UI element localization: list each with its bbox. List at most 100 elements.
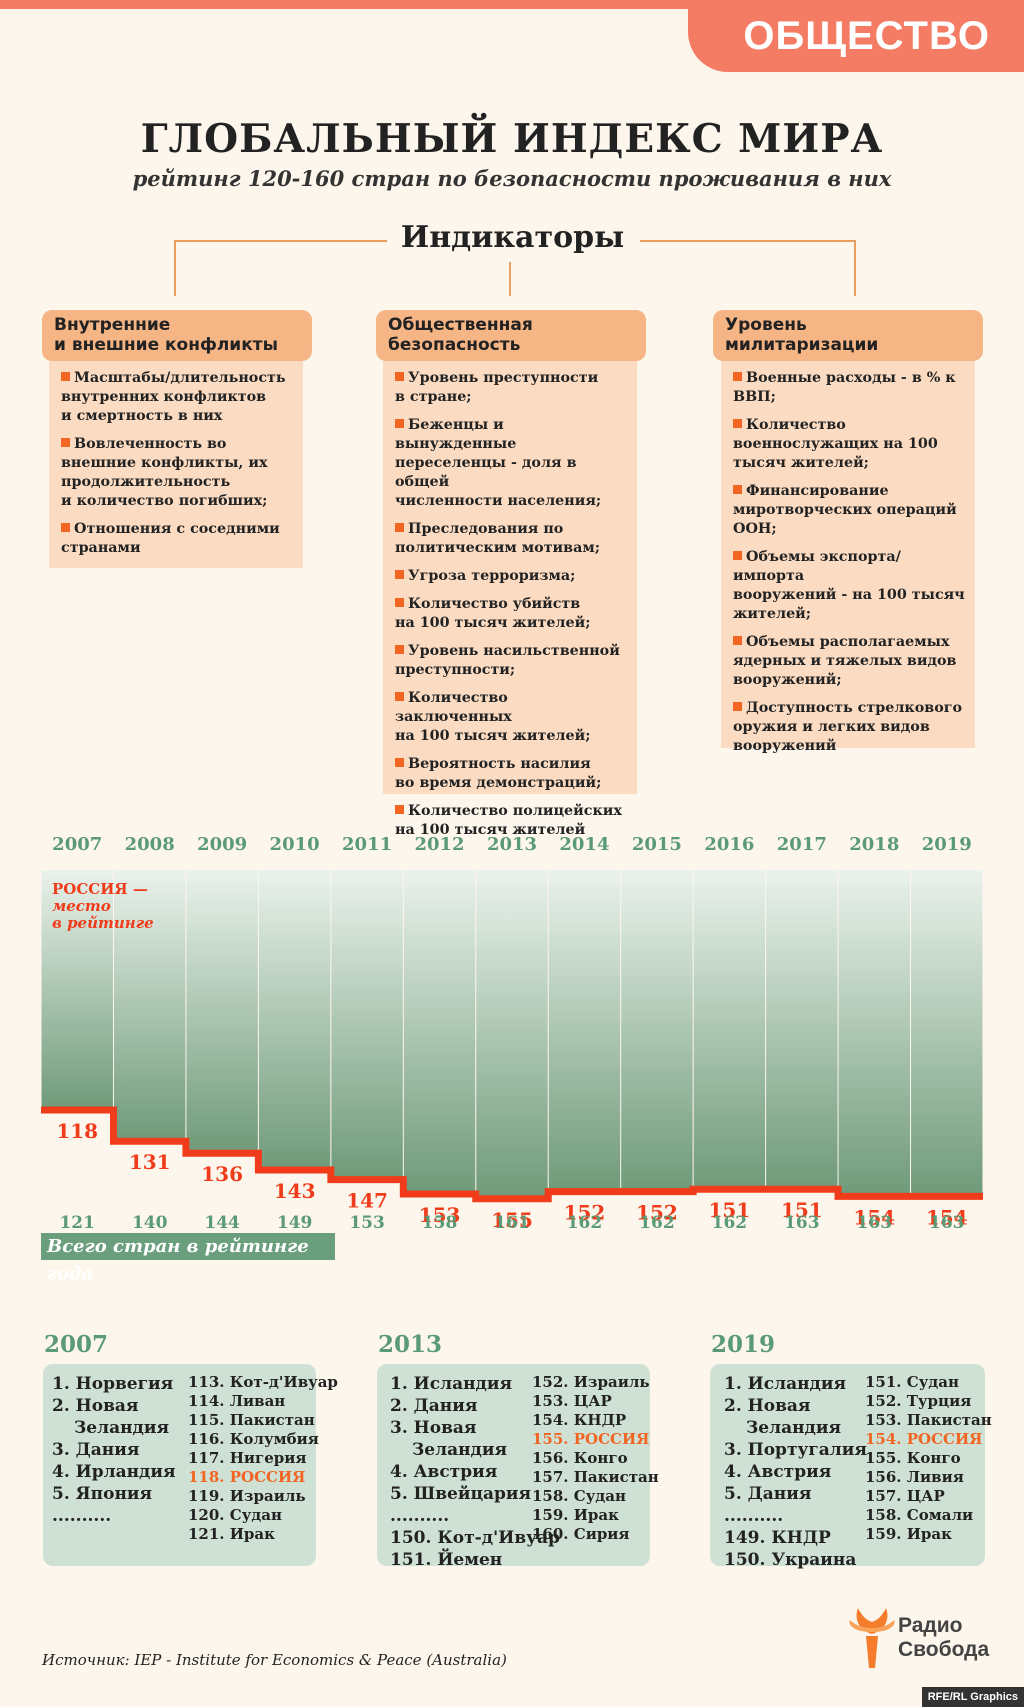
section-tab[interactable]: ОБЩЕСТВО [688, 0, 1024, 72]
bullet-square-icon [733, 702, 742, 711]
year-label: 2011 [342, 834, 392, 855]
ranking-entry: 3. Новая [390, 1418, 477, 1438]
year-column [838, 870, 911, 1197]
bullet-square-icon [733, 372, 742, 381]
bullet-square-icon [395, 692, 404, 701]
year-label: 2008 [125, 834, 175, 855]
year-label: 2012 [414, 834, 464, 855]
year-label: 2010 [270, 834, 320, 855]
total-countries-value: 162 [712, 1213, 748, 1233]
ranking-entry: Зеландия [74, 1418, 170, 1438]
category-conflicts-body: Масштабы/длительность внутренних конфликт… [49, 361, 303, 568]
ranking-entry: 119. Израиль [188, 1487, 306, 1505]
indicator-item: Преследования по политическим мотивам; [395, 521, 601, 556]
year-column [766, 870, 838, 1190]
bullet-square-icon [395, 419, 404, 428]
ranking-entry: 116. Колумбия [188, 1430, 319, 1448]
bullet-square-icon [61, 438, 70, 447]
logo-line: Радио [898, 1614, 963, 1637]
ranking-entry: 5. Япония [52, 1484, 153, 1504]
year-column [331, 870, 403, 1180]
category-title-line: Уровень [725, 315, 807, 335]
ranking-box-2007: 1. Норвегия 2. Новая Зеландия 3. Дания 4. Ир… [43, 1364, 338, 1566]
ranking-bottom-list: 113. Кот-д'Ивуар 114. Ливан 115. Пакистан 1… [188, 1373, 338, 1544]
connector-drop-2 [509, 262, 511, 296]
bullet-square-icon [733, 551, 742, 560]
ranking-entry: 2. Новая [52, 1396, 139, 1416]
category-title-line: Общественная [388, 315, 533, 335]
total-countries-value: 163 [929, 1213, 965, 1233]
radio-svoboda-logo[interactable]: Радио Свобода [848, 1606, 998, 1676]
year-label: 2014 [559, 834, 609, 855]
rank-value-label: 153 [419, 1203, 461, 1227]
ranking-top-list: 1. Исландия 2. Дания 3. Новая Зеландия 4. Ав… [390, 1373, 560, 1571]
ranking-entry: 157. Пакистан [532, 1468, 659, 1486]
ranking-entry: 5. Швейцария [390, 1484, 532, 1504]
bullet-square-icon [395, 570, 404, 579]
ranking-entry: 159. Ирак [532, 1506, 619, 1524]
ranking-year: 2013 [378, 1331, 443, 1358]
ranking-entry: 4. Австрия [390, 1462, 498, 1482]
ranking-entry: .......... [52, 1506, 112, 1526]
ranking-entry: 156. Ливия [865, 1468, 964, 1486]
connector-drop-3 [854, 240, 856, 296]
category-militarization-body: Военные расходы - в % к ВВП; Количество во… [721, 361, 975, 754]
year-column [186, 870, 258, 1154]
year-column [113, 870, 186, 1142]
ranking-entry: 2. Новая [724, 1396, 811, 1416]
year-column [476, 870, 548, 1199]
ranking-box-2013: 1. Исландия 2. Дания 3. Новая Зеландия 4. Ав… [377, 1364, 659, 1570]
ranking-entry: 121. Ирак [188, 1525, 275, 1543]
ranking-entry: 115. Пакистан [188, 1411, 315, 1429]
total-countries-value: 121 [59, 1213, 95, 1233]
indicator-item: Вероятность насилия во время демонстраций… [395, 756, 602, 791]
year-label: 2007 [52, 834, 102, 855]
bullet-square-icon [61, 523, 70, 532]
bullet-square-icon [395, 645, 404, 654]
ranking-entry: 154. КНДР [532, 1411, 627, 1429]
ranking-entry: 3. Португалия [724, 1440, 867, 1460]
graphics-credit: RFE/RL Graphics [921, 1687, 1024, 1707]
indicator-item: Военные расходы - в % к ВВП; [733, 370, 956, 405]
series-label-line: в рейтинге [52, 914, 154, 932]
bullet-square-icon [733, 419, 742, 428]
ranking-entry: 156. Конго [532, 1449, 628, 1467]
bullet-square-icon [61, 372, 70, 381]
year-column [548, 870, 621, 1192]
bullet-square-icon [733, 485, 742, 494]
year-label: 2018 [849, 834, 899, 855]
ranking-entry: 152. Турция [865, 1392, 972, 1410]
ranking-entry: 151. Судан [865, 1373, 959, 1391]
ranking-entry: 113. Кот-д'Ивуар [188, 1373, 338, 1391]
ranking-entry: 158. Судан [532, 1487, 626, 1505]
ranking-entry: 114. Ливан [188, 1392, 286, 1410]
ranking-entry: Зеландия [746, 1418, 842, 1438]
indicator-item: Финансирование миротворческих операций ООН… [733, 483, 957, 537]
ranking-entry: 1. Норвегия [52, 1374, 174, 1394]
total-countries-value: 158 [422, 1213, 458, 1233]
rank-value-label: 154 [926, 1205, 968, 1229]
series-label-line: место [52, 897, 111, 915]
series-label-line: РОССИЯ — [52, 880, 148, 898]
source-note: Источник: IEP - Institute for Economics … [42, 1651, 507, 1669]
ranking-entry: 160. Сирия [532, 1525, 630, 1543]
category-title-line: безопасность [388, 335, 521, 355]
ranking-box-2019: 1. Исландия 2. Новая Зеландия 3. Португалия… [710, 1364, 992, 1570]
total-countries-value: 162 [567, 1213, 603, 1233]
rank-value-label: 151 [709, 1198, 751, 1222]
ranking-entry: 154. РОССИЯ [865, 1430, 983, 1448]
total-countries-value: 140 [132, 1213, 168, 1233]
connector-line-left [174, 240, 387, 242]
ranking-bottom-list: 152. Израиль 153. ЦАР 154. КНДР 155. РОССИЯ… [532, 1373, 659, 1544]
ranking-entry: 150. Украина [724, 1550, 857, 1570]
year-label: 2013 [487, 834, 537, 855]
page-subtitle: рейтинг 120-160 стран по безопасности пр… [132, 166, 892, 191]
year-column [41, 870, 113, 1110]
indicator-item: Объемы экспорта/импорта вооружений - на 1… [733, 549, 965, 622]
connector-line-right [640, 240, 856, 242]
ranking-entry: 153. Пакистан [865, 1411, 992, 1429]
year-column [621, 870, 693, 1192]
indicator-item: Масштабы/длительность внутренних конфликт… [61, 370, 286, 424]
bullet-square-icon [395, 523, 404, 532]
ranking-top-list: 1. Норвегия 2. Новая Зеландия 3. Дания 4. Ир… [52, 1373, 176, 1527]
